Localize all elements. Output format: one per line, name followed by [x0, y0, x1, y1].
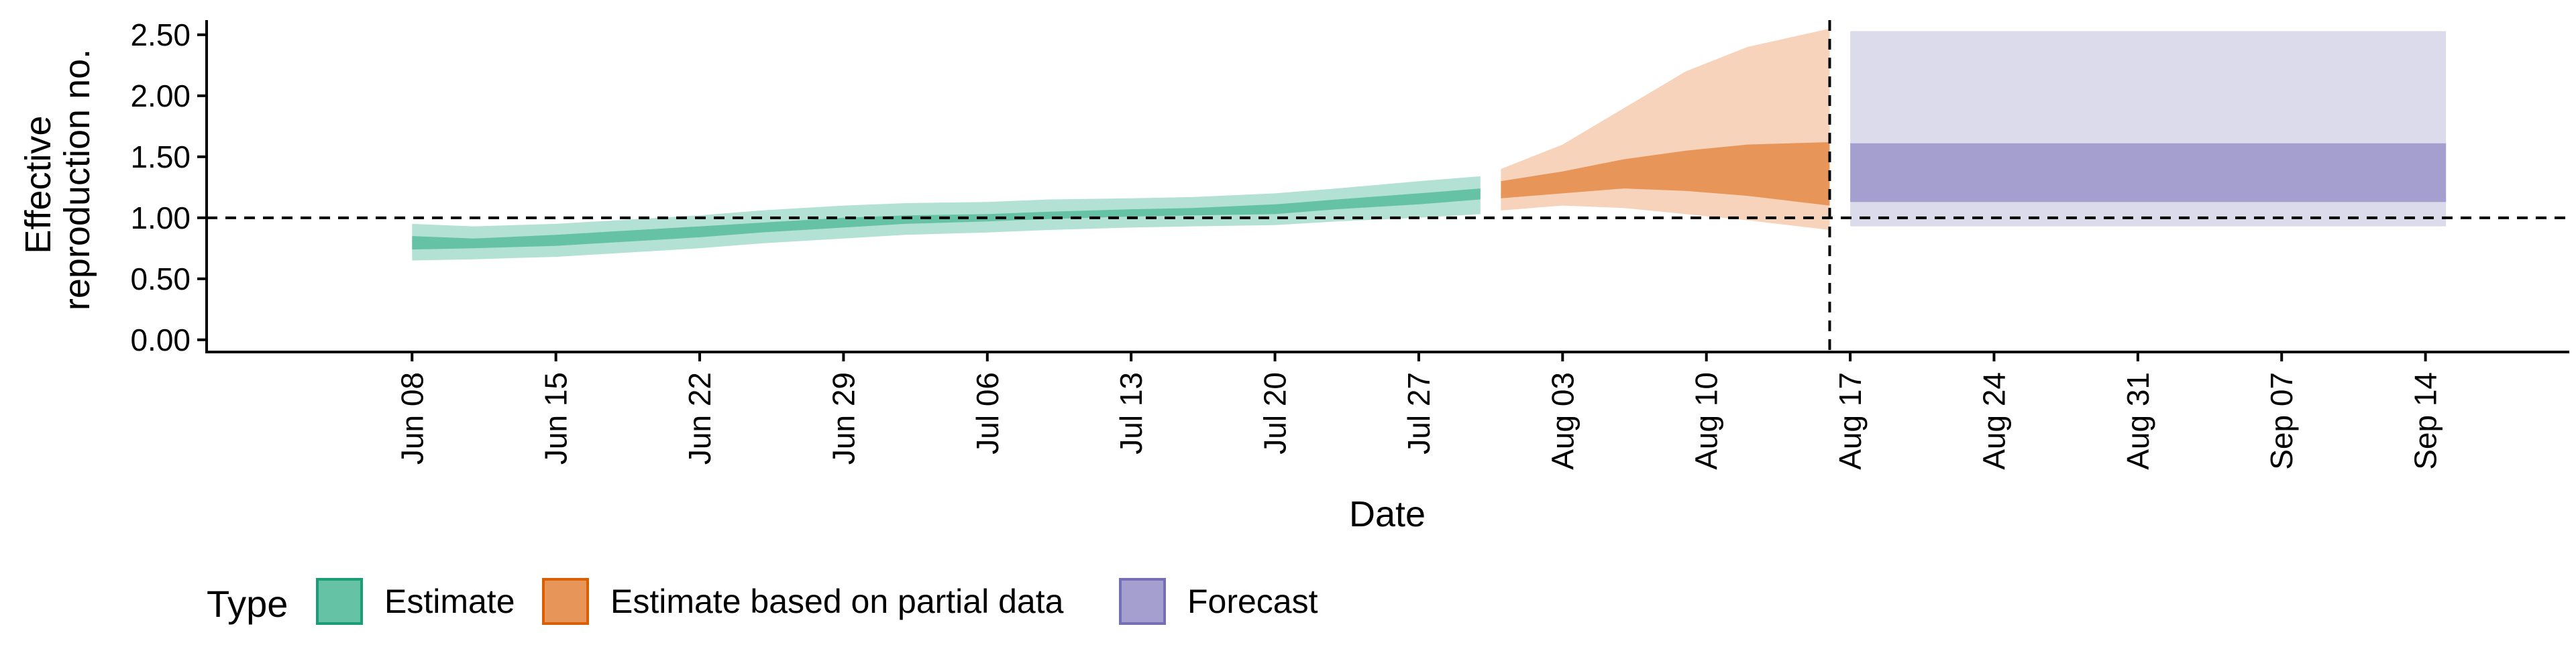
band-outer-estimate-based-on-partial-data [1501, 28, 1830, 230]
legend-label-estimate-based-on-partial-data: Estimate based on partial data [610, 583, 1064, 620]
x-ticks: Jun 08 Jun 15 Jun 22 Jun 29 Jul 06 Jul 13 Jul … [394, 352, 2443, 470]
x-tick-label: Jun 29 [826, 372, 861, 465]
band-inner-estimate-based-on-partial-data [1501, 142, 1830, 206]
axes-layer [205, 20, 2569, 353]
y-tick-label: 0.00 [130, 322, 191, 357]
y-axis-title: Effective reproduction no. [18, 49, 97, 310]
x-tick-label: Aug 24 [1977, 372, 2012, 470]
y-ticks: 0.00 0.50 1.00 1.50 2.00 2.50 [130, 17, 207, 357]
x-tick-label: Jun 22 [682, 372, 717, 465]
x-tick-label: Aug 10 [1689, 372, 1724, 470]
x-tick-label: Aug 17 [1833, 372, 1868, 470]
x-tick-label: Jul 06 [970, 372, 1005, 455]
x-tick-label: Jul 27 [1401, 372, 1436, 455]
x-tick-label: Jul 20 [1258, 372, 1293, 455]
y-tick-label: 1.50 [130, 139, 191, 174]
y-tick-label: 2.50 [130, 17, 191, 52]
legend-swatch-estimate [316, 578, 363, 625]
bands-layer [412, 28, 2447, 261]
x-tick-label: Sep 14 [2408, 372, 2443, 470]
x-tick-label: Sep 07 [2264, 372, 2299, 470]
legend-title: Type [207, 583, 288, 625]
legend-swatch-estimate-based-on-partial-data [542, 578, 589, 625]
legend-label-forecast: Forecast [1187, 583, 1318, 620]
x-tick-label: Jun 08 [394, 372, 429, 465]
y-axis-title-line-1: Effective [18, 115, 58, 253]
y-tick-label: 0.50 [130, 261, 191, 296]
legend-label-estimate: Estimate [384, 583, 515, 620]
y-tick-label: 2.00 [130, 78, 191, 113]
x-tick-label: Jun 15 [539, 372, 574, 465]
x-tick-label: Aug 31 [2121, 372, 2155, 470]
y-axis-title-line-2: reproduction no. [57, 49, 97, 310]
x-tick-label: Aug 03 [1545, 372, 1580, 470]
y-tick-label: 1.00 [130, 200, 191, 235]
x-axis-title: Date [1349, 494, 1426, 534]
legend: Type Estimate Estimate based on partial d… [207, 578, 1318, 625]
x-tick-label: Jul 13 [1114, 372, 1148, 455]
band-inner-forecast [1850, 143, 2447, 202]
legend-swatch-forecast [1119, 578, 1166, 625]
